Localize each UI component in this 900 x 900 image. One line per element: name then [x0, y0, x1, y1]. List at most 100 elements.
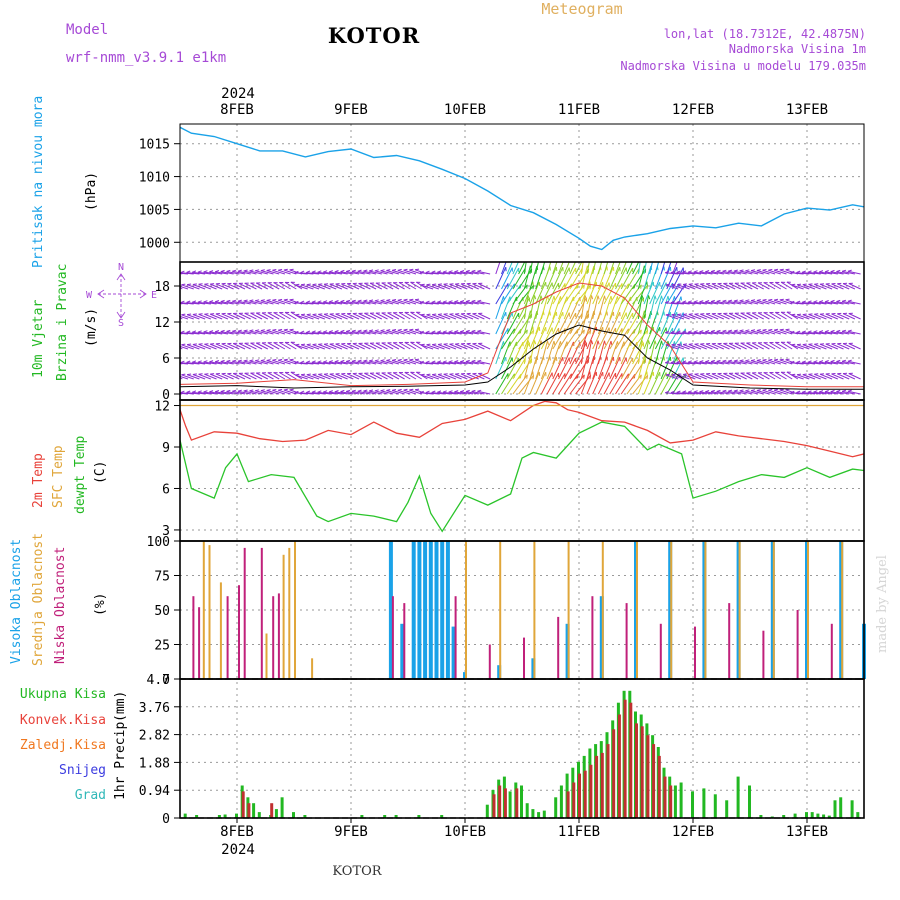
wind-arrow-head: [796, 343, 802, 346]
wind-arrow-head: [504, 251, 505, 255]
wind-arrow: [181, 284, 194, 290]
wind-arrow: [341, 373, 354, 380]
wind-arrow: [848, 343, 861, 350]
wind-arrow: [546, 295, 555, 320]
wind-arrow: [364, 312, 377, 320]
wind-arrow-head: [187, 313, 192, 316]
wind-arrow-head: [687, 390, 692, 393]
wind-arrow-head: [665, 330, 670, 334]
wind-arrow: [249, 390, 263, 395]
wind-arrow-head: [346, 329, 351, 332]
wind-arrow-head: [306, 283, 311, 286]
wind-arrow-head: [471, 329, 476, 332]
precip-bar: [822, 814, 826, 818]
wind-arrow: [769, 372, 782, 380]
wind-arrow-head: [294, 360, 299, 364]
wind-arrow-head: [443, 313, 448, 315]
wind-arrow: [420, 332, 434, 335]
wind-arrow: [448, 271, 462, 275]
wind-arrow: [255, 360, 268, 365]
wind-arrow: [329, 343, 343, 350]
wind-arrow: [756, 390, 770, 395]
wind-arrow: [620, 267, 634, 290]
wind-arrow-head: [203, 330, 208, 333]
wind-arrow: [374, 330, 388, 335]
wind-arrow: [626, 268, 640, 290]
wind-arrow: [363, 390, 377, 395]
wind-arrow-head: [728, 359, 733, 362]
wind-arrow: [374, 360, 388, 365]
wind-arrow: [518, 342, 530, 365]
wind-arrow-head: [324, 283, 329, 285]
wind-arrow: [317, 301, 331, 305]
wind-arrow: [563, 284, 579, 305]
wind-arrow: [279, 312, 291, 320]
wind-arrow-head: [739, 359, 744, 362]
elevation-info: Nadmorska Visina 1m: [729, 42, 866, 56]
wind-arrow-head: [733, 269, 738, 272]
wind-arrow: [603, 372, 617, 395]
wind-arrow: [180, 362, 194, 365]
wind-arrow: [391, 329, 405, 335]
temp-line-0: [180, 400, 864, 458]
wind-arrow: [266, 390, 280, 395]
wind-arrow-head: [374, 299, 379, 302]
wind-arrow: [398, 342, 411, 350]
wind-arrow-head: [170, 299, 174, 300]
wind-arrow: [597, 295, 605, 320]
cloud-bar: [796, 610, 799, 679]
wind-arrow: [831, 343, 844, 350]
precip-bar: [498, 785, 502, 818]
wind-arrow: [260, 330, 274, 335]
precip-bar: [663, 776, 667, 818]
wind-arrow: [374, 300, 388, 305]
wind-arrow-head: [699, 270, 704, 273]
wind-arrow-head: [386, 329, 391, 331]
wind-arrow: [437, 391, 451, 395]
wind-arrow-head: [409, 358, 414, 361]
wind-arrow-head: [397, 388, 402, 391]
wind-arrow-head: [541, 251, 542, 255]
wind-arrow: [728, 372, 742, 380]
wind-arrow: [357, 390, 371, 395]
wind-arrow-head: [300, 360, 305, 364]
wind-arrow: [552, 266, 564, 290]
wind-arrow-head: [756, 299, 761, 301]
wind-arrow: [465, 301, 479, 305]
wind-arrow-head: [796, 330, 801, 334]
y-tick-label: 3.76: [139, 701, 170, 716]
wind-arrow: [203, 301, 217, 305]
wind-arrow: [808, 313, 821, 320]
y-tick-label: 1015: [139, 138, 170, 153]
wind-arrow-head: [209, 330, 214, 333]
wind-arrow-head: [419, 270, 424, 274]
wind-arrow-head: [210, 283, 215, 285]
wind-arrow: [603, 282, 617, 305]
wind-arrow: [825, 373, 838, 380]
wind-arrow: [688, 361, 702, 365]
cloud-bar: [601, 541, 604, 679]
wind-arrow-head: [813, 300, 818, 303]
wind-arrow: [632, 342, 644, 365]
wind-arrow-head: [323, 330, 328, 333]
wind-arrow-head: [226, 389, 231, 392]
wind-arrow-head: [197, 270, 202, 273]
wind-arrow: [773, 269, 787, 275]
wind-arrow: [186, 314, 200, 320]
wind-arrow: [848, 283, 861, 290]
wind-arrow: [351, 360, 365, 365]
wind-arrow: [693, 271, 707, 275]
wind-arrow-head: [682, 390, 687, 393]
wind-arrow: [250, 282, 263, 290]
wind-arrow: [261, 312, 274, 320]
wind-arrow: [546, 327, 560, 350]
wind-arrow: [232, 373, 246, 380]
wind-arrow: [665, 284, 679, 290]
y-tick-label: 1005: [139, 203, 170, 218]
wind-arrow: [677, 284, 690, 290]
wind-arrow-head: [443, 343, 448, 345]
wind-arrow-head: [426, 343, 431, 346]
wind-arrow-head: [813, 270, 818, 273]
precip-bar: [360, 815, 364, 818]
wind-arrow: [626, 358, 640, 380]
